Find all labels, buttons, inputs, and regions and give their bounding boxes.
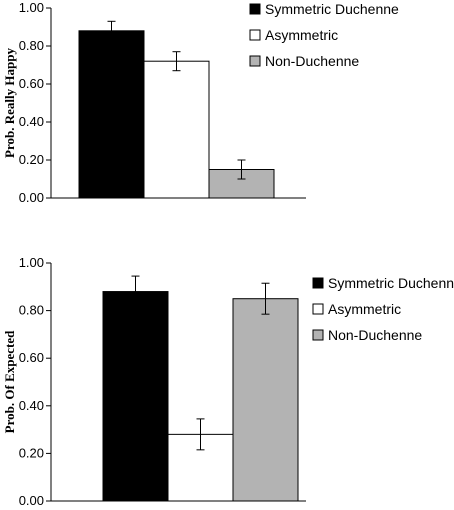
y-tick-label: 0.20	[19, 445, 44, 460]
legend-swatch	[249, 55, 261, 67]
y-tick-label: 0.60	[19, 350, 44, 365]
y-tick-label: 1.00	[19, 255, 44, 270]
legend-label: Asymmetric	[328, 301, 401, 317]
legend-label: Asymmetric	[265, 27, 338, 43]
legend-swatch	[312, 329, 324, 341]
chart-panel-top: 0.00 0.20 0.40 0.60 0.80 1.00 Prob. Really Hap…	[2, 0, 399, 205]
legend-swatch	[312, 277, 324, 289]
y-tick-label: 0.40	[19, 398, 44, 413]
y-tick-label: 0.40	[19, 114, 44, 129]
y-tick-label: 0.00	[19, 493, 44, 508]
legend-swatch	[249, 3, 261, 15]
chart-panel-bottom: 0.00 0.20 0.40 0.60 0.80 1.00 Prob. Of Expecte…	[2, 255, 454, 508]
bar	[232, 298, 299, 502]
legend-label: Symmetric Duchenne	[328, 275, 454, 291]
y-tick-label: 0.20	[19, 152, 44, 167]
bar	[78, 30, 145, 199]
y-tick-label: 0.80	[19, 38, 44, 53]
legend-swatch	[312, 303, 324, 315]
legend-label: Non-Duchenne	[265, 53, 359, 69]
bar	[102, 291, 169, 502]
y-tick-label: 0.60	[19, 76, 44, 91]
y-tick-label: 0.80	[19, 303, 44, 318]
y-tick-label: 0.00	[19, 190, 44, 205]
legend-label: Non-Duchenne	[328, 327, 422, 343]
bar	[208, 169, 275, 199]
y-tick-label: 1.00	[19, 0, 44, 15]
legend-label: Symmetric Duchenne	[265, 1, 399, 17]
y-axis-label: Prob. Of Expected	[2, 330, 17, 433]
bar	[143, 60, 210, 199]
legend-swatch	[249, 29, 261, 41]
y-axis-label: Prob. Really Happy	[2, 48, 17, 158]
